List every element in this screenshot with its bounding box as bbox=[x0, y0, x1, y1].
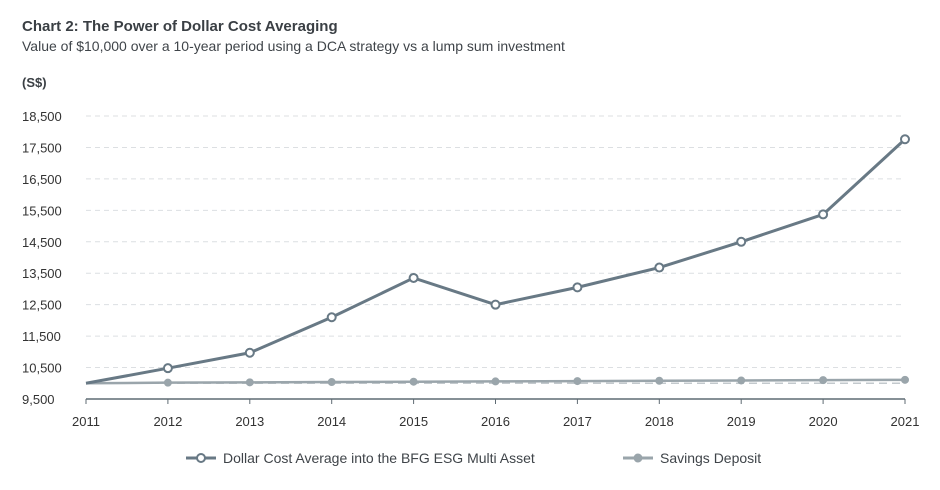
legend-marker-savings bbox=[623, 453, 653, 463]
y-tick-label: 11,500 bbox=[22, 329, 61, 344]
chart-subtitle: Value of $10,000 over a 10-year period u… bbox=[22, 38, 565, 54]
chart-title: Chart 2: The Power of Dollar Cost Averag… bbox=[22, 18, 338, 35]
y-tick-label: 15,500 bbox=[22, 203, 62, 218]
data-point-dca bbox=[654, 262, 665, 273]
data-point-savings bbox=[819, 376, 828, 385]
legend-item-dca: Dollar Cost Average into the BFG ESG Mul… bbox=[185, 450, 535, 466]
data-point-dca bbox=[736, 236, 747, 247]
data-point-savings bbox=[901, 375, 909, 384]
data-point-dca bbox=[162, 363, 173, 374]
line-chart: 9,500 10,500 11,500 12,500 13,500 14,500 15,50… bbox=[22, 109, 920, 429]
data-point-dca bbox=[900, 134, 910, 145]
x-tick-label: 2012 bbox=[153, 414, 182, 429]
data-point-savings bbox=[409, 377, 418, 386]
y-tick-label: 18,500 bbox=[22, 109, 62, 124]
x-tick-label: 2015 bbox=[399, 414, 428, 429]
legend-item-savings: Savings Deposit bbox=[622, 450, 761, 466]
legend: Dollar Cost Average into the BFG ESG Mul… bbox=[0, 450, 940, 470]
legend-marker-dca bbox=[186, 453, 216, 463]
y-tick-label: 16,500 bbox=[22, 172, 62, 187]
data-point-dca bbox=[818, 209, 829, 220]
data-point-savings bbox=[655, 376, 664, 385]
y-axis-unit-label: (S$) bbox=[22, 75, 47, 90]
data-point-savings bbox=[573, 377, 582, 386]
data-point-savings bbox=[737, 376, 746, 385]
data-point-dca bbox=[326, 312, 337, 323]
data-point-dca bbox=[572, 282, 583, 293]
data-point-savings bbox=[491, 377, 500, 386]
data-point-dca bbox=[490, 299, 501, 310]
series-line-dca bbox=[85, 138, 907, 385]
x-tick-label: 2014 bbox=[317, 414, 346, 429]
legend-label-savings: Savings Deposit bbox=[660, 450, 762, 466]
legend-label-dca: Dollar Cost Average into the BFG ESG Mul… bbox=[223, 450, 535, 466]
y-tick-label: 13,500 bbox=[22, 266, 62, 281]
y-tick-label: 17,500 bbox=[22, 140, 62, 155]
data-point-savings bbox=[245, 378, 254, 387]
y-tick-label: 14,500 bbox=[22, 235, 62, 250]
x-tick-label: 2020 bbox=[809, 414, 838, 429]
x-tick-label: 2013 bbox=[235, 414, 264, 429]
x-tick-label: 2017 bbox=[563, 414, 592, 429]
y-tick-label: 10,500 bbox=[22, 361, 62, 376]
x-tick-label: 2016 bbox=[481, 414, 510, 429]
y-tick-label: 9,500 bbox=[22, 392, 55, 407]
x-tick-label: 2018 bbox=[645, 414, 674, 429]
data-point-dca bbox=[408, 272, 419, 283]
y-tick-label: 12,500 bbox=[22, 298, 62, 313]
data-point-savings bbox=[327, 378, 336, 387]
x-tick-label: 2021 bbox=[891, 414, 920, 429]
x-tick-label: 2019 bbox=[727, 414, 756, 429]
data-point-dca bbox=[244, 347, 255, 358]
data-point-savings bbox=[163, 378, 172, 387]
x-tick-label: 2011 bbox=[72, 414, 100, 429]
